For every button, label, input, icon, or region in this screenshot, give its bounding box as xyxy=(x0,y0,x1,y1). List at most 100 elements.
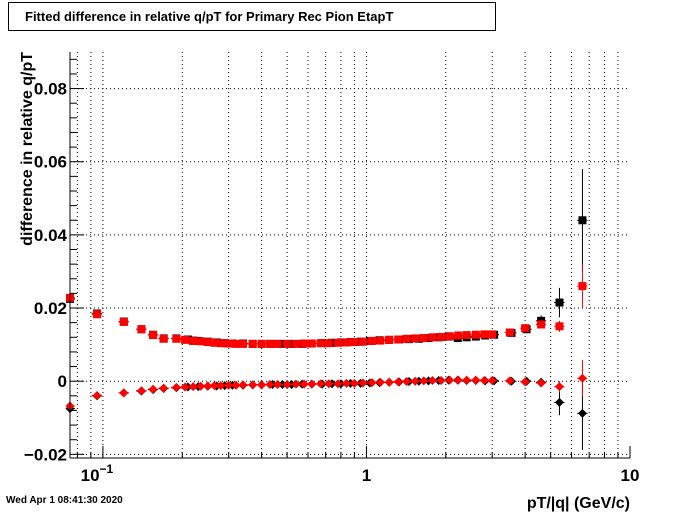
data-point xyxy=(257,380,267,390)
data-point xyxy=(273,379,283,389)
data-point xyxy=(521,324,530,333)
data-point xyxy=(291,339,300,348)
data-point xyxy=(479,375,489,385)
data-point xyxy=(224,339,233,348)
data-point xyxy=(248,380,258,390)
data-point xyxy=(209,381,219,391)
data-point xyxy=(411,334,420,343)
data-point xyxy=(159,383,169,393)
data-point xyxy=(462,375,472,385)
data-point xyxy=(350,338,359,347)
data-point xyxy=(445,375,455,385)
data-point xyxy=(231,380,241,390)
data-point xyxy=(324,339,333,348)
data-point xyxy=(453,375,463,385)
timestamp: Wed Apr 1 08:41:30 2020 xyxy=(6,495,123,506)
data-point xyxy=(172,334,181,343)
data-point xyxy=(238,339,247,348)
y-tick-label: 0 xyxy=(58,372,67,391)
y-axis-label: difference in relative q/pT xyxy=(19,52,36,246)
data-point xyxy=(428,333,437,342)
x-tick-exponent: −1 xyxy=(100,462,114,476)
data-point xyxy=(419,334,428,343)
data-point xyxy=(324,379,334,389)
data-point xyxy=(375,377,385,387)
data-point xyxy=(265,379,275,389)
data-point xyxy=(316,339,325,348)
data-point xyxy=(358,378,368,388)
data-point xyxy=(283,339,292,348)
data-point xyxy=(257,339,266,348)
data-point xyxy=(188,382,198,392)
data-point xyxy=(368,336,377,345)
data-point xyxy=(577,408,587,418)
series-2 xyxy=(65,375,588,450)
data-point xyxy=(520,377,530,387)
data-point xyxy=(203,381,213,391)
data-point xyxy=(410,376,420,386)
data-point xyxy=(394,335,403,344)
data-point xyxy=(462,331,471,340)
data-point xyxy=(577,373,587,383)
data-point xyxy=(189,336,198,345)
data-point xyxy=(385,335,394,344)
data-point xyxy=(555,322,564,331)
data-point xyxy=(119,388,129,398)
data-point xyxy=(342,378,352,388)
data-point xyxy=(238,380,248,390)
data-point xyxy=(349,378,359,388)
data-point xyxy=(402,377,412,387)
data-point xyxy=(282,379,292,389)
data-point xyxy=(505,376,515,386)
axes: 10−1 1 10 −0.02 0 0.02 0.04 0.06 0.08 xyxy=(24,52,639,485)
series-3 xyxy=(65,359,588,411)
data-point xyxy=(203,338,212,347)
data-point xyxy=(210,338,219,347)
data-point xyxy=(232,339,241,348)
data-point xyxy=(224,380,234,390)
data-point xyxy=(299,379,309,389)
data-point xyxy=(307,339,316,348)
data-point xyxy=(300,339,309,348)
data-point xyxy=(578,282,587,291)
data-point xyxy=(159,334,168,343)
data-point xyxy=(216,339,225,348)
data-point xyxy=(578,216,587,225)
x-tick-label: 1 xyxy=(362,466,371,485)
data-point xyxy=(437,332,446,341)
data-point xyxy=(419,376,429,386)
grid xyxy=(70,52,630,458)
data-point xyxy=(554,382,564,392)
chart-title: Fitted difference in relative q/pT for P… xyxy=(8,2,496,31)
x-axis-label: pT/|q| (GeV/c) xyxy=(527,495,630,512)
data-point xyxy=(454,331,463,340)
data-point xyxy=(196,381,206,391)
data-point xyxy=(93,310,102,319)
data-point xyxy=(248,339,257,348)
data-point xyxy=(358,337,367,346)
y-tick-label: −0.02 xyxy=(24,445,67,464)
data-point xyxy=(149,331,158,340)
data-point xyxy=(402,334,411,343)
data-point xyxy=(367,378,377,388)
y-tick-label: 0.02 xyxy=(34,299,67,318)
data-point xyxy=(342,338,351,347)
data-point xyxy=(445,332,454,341)
data-point xyxy=(536,378,546,388)
data-point xyxy=(307,379,317,389)
data-point xyxy=(92,390,102,400)
data-point xyxy=(555,298,564,307)
data-point xyxy=(480,330,489,339)
y-tick-label: 0.04 xyxy=(34,226,68,245)
data-point xyxy=(316,379,326,389)
data-point xyxy=(265,339,274,348)
data-point xyxy=(171,382,181,392)
data-point xyxy=(333,379,343,389)
data-point xyxy=(148,384,158,394)
y-tick-label: 0.06 xyxy=(34,153,67,172)
series-0 xyxy=(66,169,588,348)
x-tick-label: 10−1 xyxy=(81,462,114,485)
data-point xyxy=(505,328,514,337)
data-point xyxy=(137,325,146,334)
